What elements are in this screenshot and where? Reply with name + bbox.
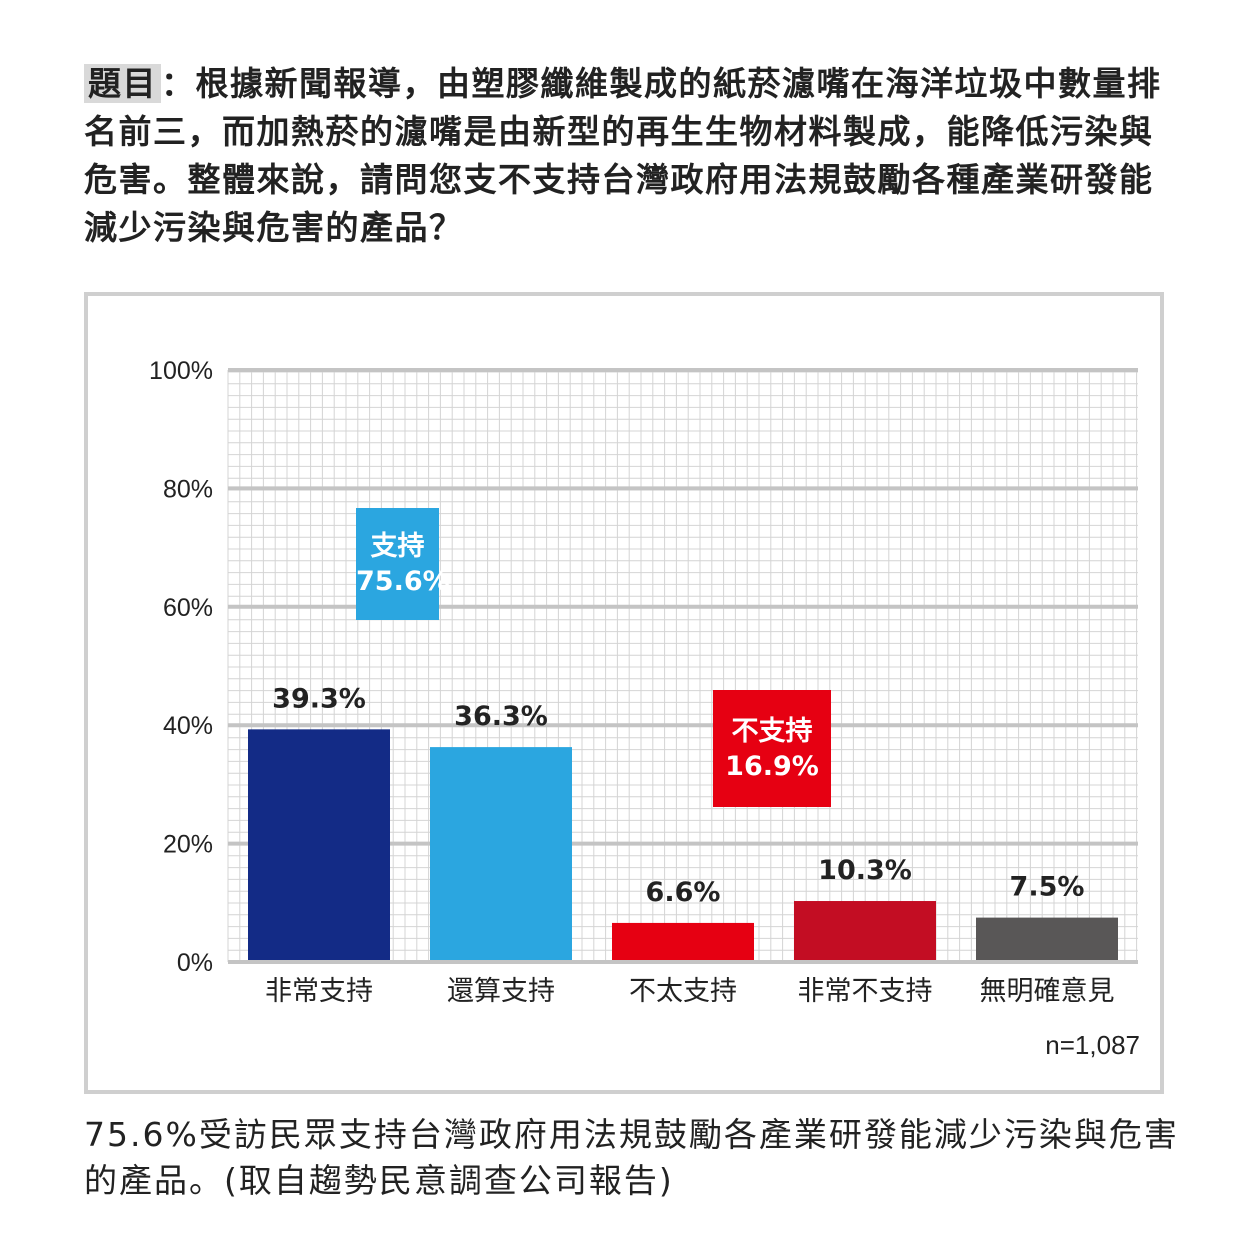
bar-5	[976, 917, 1118, 962]
bar-value-label: 7.5%	[1010, 872, 1085, 903]
bar-value-label: 10.3%	[818, 855, 912, 886]
y-tick-label: 100%	[149, 357, 213, 385]
support-value: 75.6%	[356, 566, 450, 597]
bar-1	[248, 729, 390, 962]
y-tick-label: 40%	[163, 712, 213, 740]
bar-value-label: 39.3%	[272, 683, 366, 714]
bar-chart: 0% 20% 40% 60% 80% 100% 39.3% 非常支持 36.3% 還算支持 6.6%…	[149, 357, 1138, 1007]
support-label: 支持	[370, 531, 425, 562]
support-box: 支持 75.6%	[356, 508, 450, 620]
caption: 75.6%受訪民眾支持台灣政府用法規鼓勵各產業研發能減少污染與危害的產品。(取自…	[84, 1115, 1179, 1200]
y-tick-label: 0%	[177, 949, 213, 977]
x-tick-label: 非常不支持	[798, 976, 933, 1007]
sample-size: n=1,087	[1045, 1030, 1140, 1060]
bar-4	[794, 901, 936, 962]
bar-2	[430, 747, 572, 962]
x-tick-label: 無明確意見	[980, 976, 1115, 1007]
oppose-value: 16.9%	[725, 750, 819, 782]
bar-value-label: 6.6%	[646, 877, 721, 908]
y-tick-label: 20%	[163, 831, 213, 859]
oppose-box: 不支持 16.9%	[713, 690, 831, 807]
question: 題目 ：根據新聞報導，由塑膠纖維製成的紙菸濾嘴在海洋垃圾中數量排名前三，而加熱菸的…	[84, 60, 1174, 252]
oppose-label: 不支持	[731, 715, 813, 747]
x-tick-label: 還算支持	[447, 976, 555, 1007]
y-tick-label: 60%	[163, 594, 213, 622]
bar-value-label: 36.3%	[454, 701, 548, 732]
question-label: 題目	[84, 64, 161, 103]
bar-3	[612, 922, 754, 962]
y-tick-label: 80%	[163, 475, 213, 503]
x-tick-label: 非常支持	[265, 976, 373, 1007]
x-tick-label: 不太支持	[629, 976, 737, 1007]
question-text: ：根據新聞報導，由塑膠纖維製成的紙菸濾嘴在海洋垃圾中數量排名前三，而加熱菸的濾嘴…	[84, 64, 1162, 247]
